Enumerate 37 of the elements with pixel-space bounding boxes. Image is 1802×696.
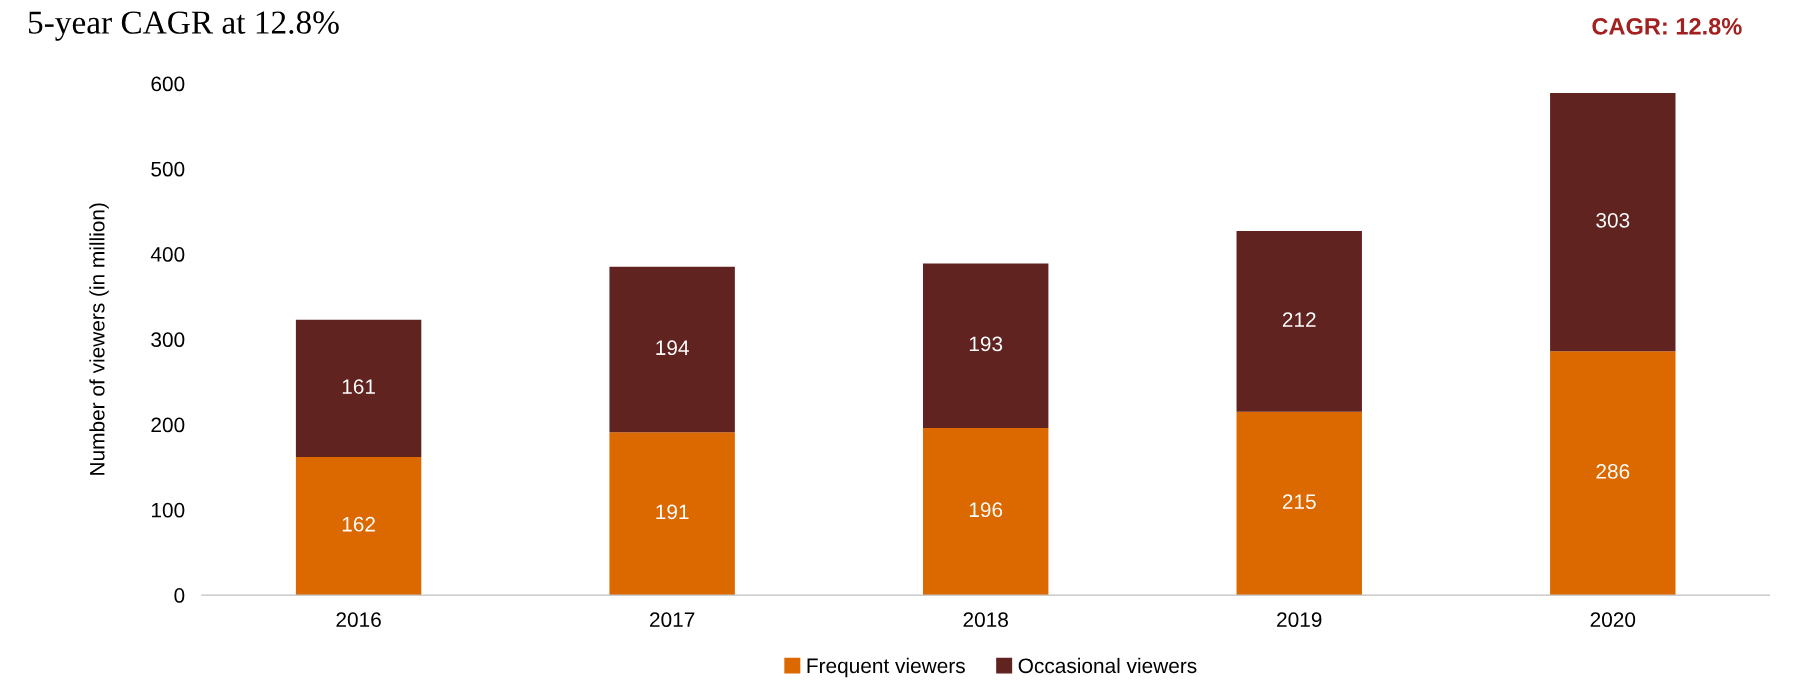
x-tick-label: 2019 [1277, 612, 1322, 628]
data-label: 191 [656, 504, 689, 520]
y-tick-label: 400 [150, 247, 185, 262]
y-tick-label: 600 [151, 76, 185, 92]
y-tick-label: 500 [151, 161, 185, 177]
bar [1236, 231, 1362, 412]
data-label: 215 [1282, 494, 1316, 510]
bar [1550, 92, 1676, 352]
legend-label: Frequent viewers [807, 657, 965, 678]
chart-title: 5-year CAGR at 12.8% [28, 11, 339, 41]
bar [609, 266, 735, 433]
x-tick-label: 2020 [1590, 612, 1636, 628]
x-tick-label: 2018 [963, 612, 1008, 628]
bar [295, 319, 422, 457]
legend-label: Occasional viewers [1018, 657, 1197, 674]
data-label: 303 [1596, 212, 1630, 228]
data-label: 212 [1282, 312, 1316, 327]
data-label: 196 [969, 502, 1003, 518]
data-label: 286 [1596, 464, 1630, 479]
y-tick-label: 200 [151, 417, 185, 433]
data-label: 193 [969, 336, 1003, 352]
y-axis-title: Number of viewers (in million) [89, 203, 109, 475]
y-tick-label: 300 [151, 332, 185, 348]
bar [609, 432, 735, 596]
x-tick-label: 2016 [336, 612, 381, 628]
bar [1550, 351, 1676, 596]
text: CAGR: 12.8% [1592, 18, 1742, 35]
x-tick-label: 2017 [650, 612, 695, 628]
data-label: 161 [342, 379, 375, 394]
y-tick-label: 100 [151, 502, 185, 518]
bar [922, 427, 1049, 596]
y-tick-label: 0 [174, 588, 185, 603]
bar [922, 263, 1049, 428]
bar [295, 456, 422, 596]
data-label: 162 [342, 516, 375, 532]
bar [1236, 411, 1362, 596]
data-label: 194 [656, 340, 689, 356]
